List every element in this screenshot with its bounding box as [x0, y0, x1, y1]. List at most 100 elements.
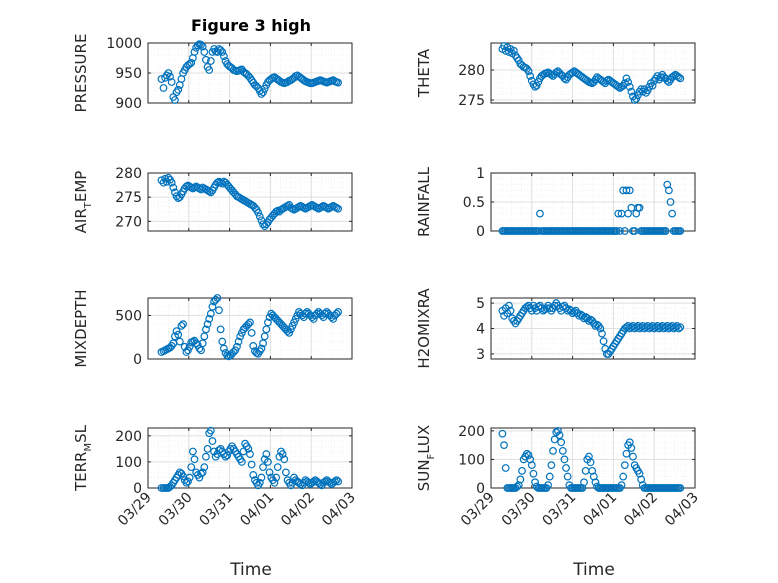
- data-point: [185, 473, 194, 482]
- data-point: [175, 337, 184, 346]
- data-point: [262, 450, 271, 458]
- panel-theta: 275 280 THETA: [415, 42, 696, 109]
- data-point: [558, 446, 567, 455]
- data-point: [203, 320, 212, 329]
- data-point: [177, 321, 186, 330]
- data-point: [624, 78, 632, 86]
- data-point: [669, 72, 678, 80]
- y-tick-label: 0: [133, 352, 142, 368]
- data-point: [627, 444, 636, 452]
- data-point: [260, 84, 269, 93]
- data-point: [549, 446, 557, 455]
- data-point: [216, 46, 225, 55]
- data-point: [259, 463, 267, 472]
- data-point: [625, 82, 634, 91]
- data-point: [157, 75, 166, 83]
- series-markers: [157, 173, 343, 231]
- data-point: [505, 301, 513, 310]
- axes-frame: [147, 297, 353, 360]
- data-point: [260, 332, 269, 341]
- data-point: [273, 463, 282, 472]
- data-point: [633, 91, 642, 100]
- data-point: [200, 48, 209, 56]
- y-tick-label: 280: [115, 166, 142, 182]
- data-point: [233, 342, 241, 351]
- data-point: [616, 227, 624, 235]
- data-point: [531, 478, 539, 487]
- x-axis-label-left: Time: [229, 560, 272, 580]
- data-point: [167, 178, 176, 187]
- data-point: [674, 324, 683, 333]
- data-point: [326, 478, 334, 487]
- y-axis-label: RAINFALL: [415, 166, 433, 237]
- data-point: [304, 478, 313, 487]
- data-point: [206, 57, 215, 65]
- data-point: [555, 431, 564, 440]
- data-point: [200, 463, 209, 472]
- data-point: [216, 325, 225, 334]
- data-point: [237, 458, 246, 466]
- data-point: [174, 85, 183, 94]
- y-tick-label: 0: [476, 481, 485, 497]
- data-point: [596, 324, 605, 333]
- data-point: [666, 198, 675, 206]
- data-point: [211, 295, 220, 304]
- data-point: [563, 472, 572, 481]
- data-point: [205, 66, 214, 74]
- y-axis-label-text: LUX: [415, 425, 433, 454]
- data-point: [264, 318, 272, 327]
- data-point: [334, 308, 343, 316]
- data-point: [179, 320, 187, 329]
- data-point: [545, 472, 554, 481]
- y-axis-label-text: EMP: [72, 171, 90, 202]
- data-point: [187, 58, 196, 67]
- data-point: [198, 339, 207, 348]
- y-tick-label: 100: [458, 452, 485, 468]
- y-tick-label: 270: [115, 214, 142, 230]
- y-tick-label: 900: [115, 96, 142, 112]
- y-tick-label: 1: [476, 166, 485, 182]
- y-tick-label: 1000: [106, 36, 142, 52]
- y-tick-label: 500: [115, 308, 142, 324]
- data-point: [205, 315, 214, 323]
- data-point: [513, 482, 522, 491]
- axes-frame: [147, 427, 353, 489]
- data-point: [215, 306, 223, 315]
- series-markers: [498, 426, 685, 492]
- data-point: [190, 455, 199, 464]
- y-axis-label: MIXDEPTH: [72, 289, 90, 367]
- data-point: [270, 478, 279, 487]
- data-point: [278, 450, 287, 458]
- y-tick-label: 0: [476, 224, 485, 240]
- data-point: [500, 441, 508, 450]
- data-point: [198, 42, 207, 51]
- panel-mixdepth: 0 500 MIXDEPTH: [72, 289, 353, 368]
- data-point: [244, 444, 253, 453]
- data-point: [172, 192, 181, 201]
- data-point: [197, 346, 205, 355]
- y-axis-label-text: SL: [72, 424, 90, 443]
- data-point: [614, 209, 623, 218]
- y-tick-label: 275: [458, 93, 485, 109]
- data-point: [219, 344, 228, 353]
- data-point: [554, 426, 562, 435]
- y-axis-label-text: AIR: [72, 208, 90, 233]
- y-axis-label-text: PRESSURE: [72, 34, 90, 113]
- y-tick-label: 275: [115, 190, 142, 206]
- data-point: [599, 337, 608, 346]
- y-axis-label-text: MIXDEPTH: [72, 289, 90, 367]
- data-point: [262, 325, 271, 334]
- data-point: [208, 437, 217, 445]
- data-point: [321, 477, 329, 486]
- data-point: [524, 67, 533, 76]
- y-tick-label: 4: [476, 322, 485, 338]
- y-tick-label: 100: [115, 455, 142, 471]
- data-point: [198, 468, 207, 477]
- data-point: [206, 426, 215, 435]
- data-point: [247, 328, 256, 337]
- data-point: [619, 472, 628, 481]
- data-point: [218, 337, 227, 346]
- data-point: [622, 186, 631, 195]
- data-point: [526, 72, 535, 80]
